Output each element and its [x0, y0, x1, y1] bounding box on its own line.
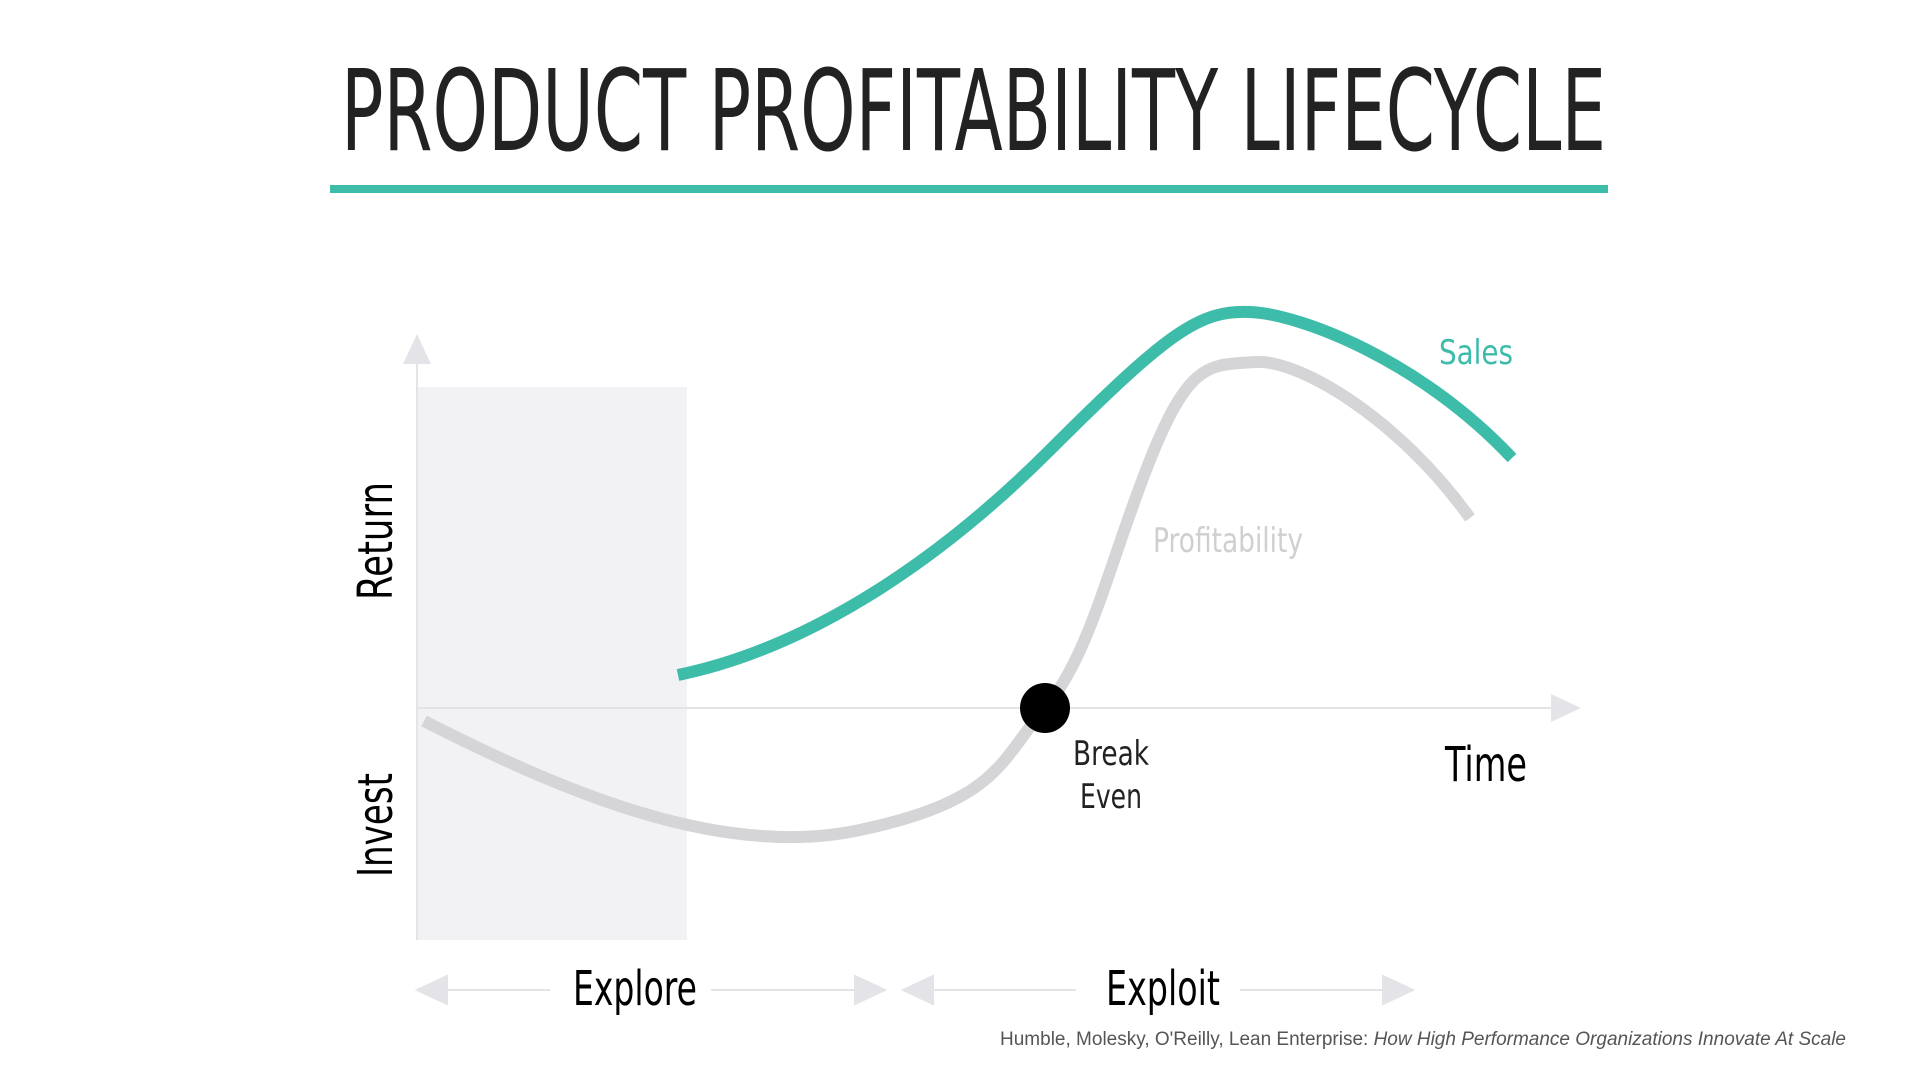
citation-text: Humble, Molesky, O'Reilly, Lean Enterpri…: [1000, 1029, 1374, 1050]
title-underline: [330, 185, 1608, 193]
phase-arrows: [414, 974, 1416, 1006]
y-axis-upper-label: Return: [348, 482, 404, 600]
arrowhead: [854, 974, 888, 1006]
y-axis-lower-label: Invest: [348, 773, 404, 877]
x-axis-label: Time: [1444, 737, 1527, 793]
break-even-label: Break: [1073, 734, 1149, 774]
sales-curve: [676, 305, 1517, 681]
y-axis-arrow: [403, 334, 431, 364]
sales-label: Sales: [1439, 333, 1513, 373]
arrowhead: [900, 974, 934, 1006]
phase-label: Explore: [573, 961, 697, 1017]
citation: Humble, Molesky, O'Reilly, Lean Enterpri…: [1000, 1029, 1846, 1050]
title: PRODUCT PROFITABILITY LIFECYCLE: [341, 47, 1606, 177]
explore-region: [417, 387, 687, 940]
break-even-point: [1020, 683, 1070, 733]
break-even-label: Even: [1080, 777, 1142, 817]
citation-title: How High Performance Organizations Innov…: [1374, 1029, 1846, 1050]
x-axis-arrow: [1551, 694, 1581, 722]
arrowhead: [1382, 974, 1416, 1006]
arrowhead: [414, 974, 448, 1006]
profitability-curve: [421, 355, 1475, 844]
phase-label: Exploit: [1106, 961, 1220, 1017]
profitability-label: Profitability: [1153, 521, 1303, 561]
